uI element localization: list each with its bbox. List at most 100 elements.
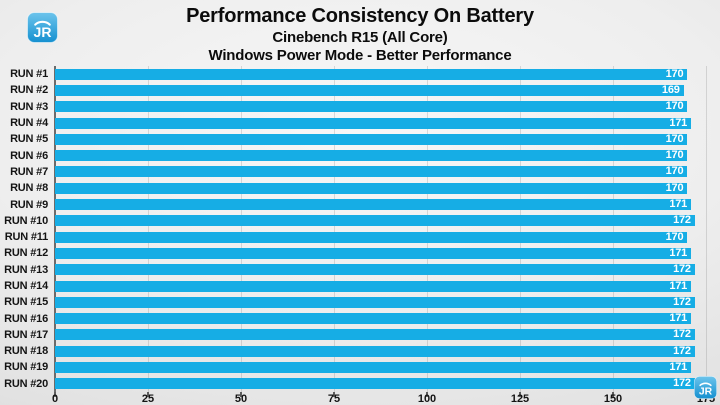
bar: 172: [55, 345, 695, 357]
run-label: RUN #14: [4, 280, 48, 292]
chart-row: RUN #9 171: [0, 196, 706, 212]
bar-track: 170: [55, 231, 706, 243]
bar: 171: [55, 360, 692, 373]
gridline: [520, 66, 521, 392]
bar: 172: [55, 264, 695, 276]
bar: 169: [55, 83, 684, 96]
chart-row: RUN #10 172: [0, 213, 706, 229]
bar-value-label: 172: [673, 214, 691, 227]
bar-track: 171: [55, 312, 706, 325]
bar-value-label: 171: [669, 312, 688, 325]
bar-rows: RUN #1 170 RUN #2 169 RUN #3 170 RUN #4 171 RUN …: [0, 66, 706, 392]
x-tick: [333, 392, 335, 397]
chart-row: RUN #7 170: [0, 164, 706, 180]
bar-track: 172: [55, 345, 706, 357]
bar-value-label: 170: [665, 181, 684, 194]
bar: 171: [55, 246, 692, 259]
run-label: RUN #16: [4, 312, 48, 325]
bar-track: 169: [55, 83, 706, 96]
chart-row: RUN #16 171: [0, 310, 706, 326]
y-axis-line: [54, 66, 56, 392]
bar-value-label: 171: [669, 279, 688, 292]
chart-header: Performance Consistency On Battery Cineb…: [0, 5, 720, 64]
run-label: RUN #15: [4, 296, 48, 309]
run-label: RUN #17: [4, 328, 48, 341]
bar-value-label: 170: [665, 67, 684, 80]
run-label: RUN #6: [10, 149, 48, 162]
jr-logo-top-left: JR: [27, 12, 58, 43]
bar: 170: [55, 67, 688, 80]
chart-row: RUN #18 172: [0, 343, 706, 359]
chart-row: RUN #8 170: [0, 180, 706, 196]
gridline: [148, 66, 149, 392]
bar-track: 170: [55, 165, 706, 178]
x-tick-label: 25: [141, 393, 155, 405]
bar-track: 170: [55, 132, 706, 145]
x-tick-label: 75: [327, 393, 341, 405]
bar: 172: [55, 377, 695, 390]
bar-track: 170: [55, 67, 706, 80]
bar: 170: [55, 165, 688, 178]
x-tick: [426, 392, 428, 397]
bar-value-label: 170: [665, 149, 684, 162]
bar-value-label: 172: [673, 377, 691, 390]
chart-title: Performance Consistency On Battery: [186, 5, 534, 27]
bar-track: 172: [55, 329, 706, 341]
chart-row: RUN #12 171: [0, 245, 706, 261]
run-label: RUN #11: [4, 231, 48, 244]
bar-track: 172: [55, 214, 706, 227]
run-label: RUN #8: [10, 182, 48, 195]
bar: 171: [55, 117, 692, 129]
bar-track: 170: [55, 149, 706, 162]
jr-logo-icon: JR: [27, 12, 58, 43]
run-label: RUN #9: [10, 198, 48, 211]
bar: 170: [55, 231, 688, 243]
bar-track: 172: [55, 264, 706, 276]
bar-track: 170: [55, 181, 706, 194]
bar: 170: [55, 132, 688, 145]
jr-logo-bottom-right: JR: [694, 376, 717, 399]
bar-value-label: 171: [669, 360, 688, 373]
chart-row: RUN #6 170: [0, 147, 706, 163]
bar-track: 171: [55, 246, 706, 259]
bar-track: 171: [55, 279, 706, 292]
run-label: RUN #2: [10, 84, 48, 97]
bar-value-label: 171: [669, 246, 688, 259]
chart-row: RUN #13 172: [0, 262, 706, 278]
bar-value-label: 172: [673, 295, 691, 308]
bar-value-label: 169: [661, 83, 680, 96]
bar-value-label: 170: [665, 165, 684, 178]
chart-subtitle-mode: Windows Power Mode - Better Performance: [208, 47, 512, 64]
logo-arc: [699, 382, 712, 387]
run-label: RUN #5: [10, 133, 48, 146]
x-tick-label: 0: [51, 393, 59, 405]
bar: 171: [55, 199, 692, 211]
gridline: [427, 66, 428, 392]
chart-row: RUN #1 170: [0, 66, 706, 82]
x-tick: [240, 392, 242, 397]
chart-row: RUN #15 172: [0, 294, 706, 310]
bar-track: 172: [55, 377, 706, 390]
run-label: RUN #20: [4, 377, 48, 390]
bar: 170: [55, 181, 688, 194]
bar-value-label: 170: [665, 100, 684, 113]
logo-arc: [34, 20, 51, 26]
x-tick-label: 150: [603, 393, 623, 405]
bar-track: 172: [55, 295, 706, 308]
bar-track: 170: [55, 100, 706, 113]
gridline: [241, 66, 242, 392]
bar-value-label: 170: [665, 132, 684, 145]
chart-row: RUN #17 172: [0, 327, 706, 343]
bar-track: 171: [55, 117, 706, 129]
bar: 171: [55, 279, 692, 292]
chart-subtitle: Cinebench R15 (All Core): [272, 29, 448, 46]
plot-gridlines: [54, 66, 707, 397]
bar: 172: [55, 214, 695, 227]
chart-row: RUN #4 171: [0, 115, 706, 131]
x-tick-label: 125: [510, 393, 530, 405]
run-label: RUN #3: [10, 100, 48, 113]
chart-row: RUN #2 169: [0, 82, 706, 98]
run-label: RUN #18: [4, 345, 48, 358]
x-axis: 0 25 50 75 100 125 150 175: [51, 393, 715, 405]
